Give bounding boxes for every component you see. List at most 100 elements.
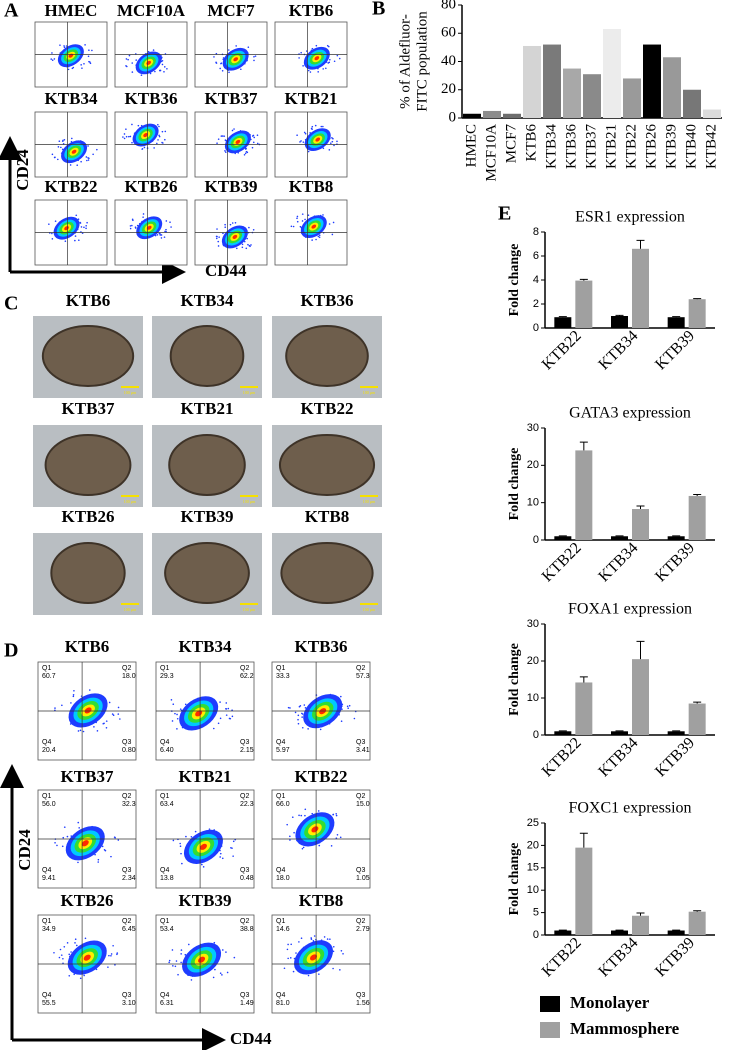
scatter-dot xyxy=(194,830,197,833)
scatter-dot xyxy=(302,141,305,143)
image-title: KTB39 xyxy=(181,507,234,526)
bar xyxy=(603,29,621,119)
y-tick-label: 4 xyxy=(533,274,539,286)
scatter-dot xyxy=(105,720,108,722)
bar xyxy=(611,930,628,935)
scatter-dot xyxy=(80,160,82,163)
scatter-dot xyxy=(143,146,146,149)
scatter-dot xyxy=(231,709,233,712)
scatter-dot xyxy=(158,134,160,137)
error-bar xyxy=(636,239,645,249)
error-bar xyxy=(579,832,588,848)
bar xyxy=(611,731,628,735)
scatter-dot xyxy=(296,215,299,218)
density xyxy=(232,234,238,239)
x-tick-label: KTB34 xyxy=(543,124,559,170)
scatter-dot xyxy=(180,852,182,855)
scatter-dot xyxy=(57,146,60,148)
image-title: KTB26 xyxy=(62,507,115,526)
scatter-dot xyxy=(58,140,61,142)
bar xyxy=(632,509,649,540)
error-bar xyxy=(693,701,702,704)
scatter-dot xyxy=(221,949,224,951)
plot-title: KTB8 xyxy=(289,177,333,196)
scatter-dot xyxy=(88,49,90,51)
scatter-dot xyxy=(66,835,69,838)
quadrant-name: Q3 xyxy=(356,739,365,746)
scatter-dot xyxy=(300,140,302,142)
scatter-dot xyxy=(122,136,124,138)
scatter-dot xyxy=(247,243,249,246)
scatter-dot xyxy=(163,70,165,73)
scatter-dot xyxy=(83,974,85,977)
quadrant-value: 14.6 xyxy=(276,926,290,933)
scatter-dot xyxy=(331,233,334,236)
scatter-dot xyxy=(72,66,75,69)
scatter-dot xyxy=(86,159,88,162)
scatter-dot xyxy=(70,702,72,704)
scatter-dot xyxy=(332,221,335,224)
scatter-dot xyxy=(247,46,250,49)
quadrant-value: 6.40 xyxy=(160,747,174,754)
density xyxy=(309,954,318,961)
legend-swatch xyxy=(540,1022,560,1038)
scatter-dot xyxy=(307,974,310,977)
scatter-dot xyxy=(315,44,318,47)
scatter-dot xyxy=(51,59,54,62)
quadrant-value: 1.05 xyxy=(356,875,370,882)
scatter-dot xyxy=(93,726,95,728)
scatter-dot xyxy=(158,125,160,128)
scatter-dot xyxy=(233,956,236,959)
quadrant-value: 13.8 xyxy=(160,875,174,882)
scatter-dot xyxy=(110,955,112,957)
scatter-dot xyxy=(287,706,290,709)
quadrant-name: Q2 xyxy=(240,918,249,925)
y-axis-title: FITC population xyxy=(414,11,430,112)
quadrant-name: Q2 xyxy=(240,665,249,672)
scatter-dot xyxy=(48,223,50,225)
scatter-dot xyxy=(72,695,75,698)
scatter-dot xyxy=(87,145,89,147)
scatter-dot xyxy=(74,239,76,242)
scatter-dot xyxy=(297,714,300,717)
scatter-dot xyxy=(297,722,300,725)
scatter-dot xyxy=(219,972,222,974)
plot-title: KTB36 xyxy=(295,637,348,656)
quadrant-value: 2.34 xyxy=(122,875,136,882)
scatter-dot xyxy=(215,52,218,55)
scatter-dot xyxy=(73,689,75,692)
scatter-dot xyxy=(289,835,291,838)
scatter-dot xyxy=(304,218,306,221)
scatter-dot xyxy=(218,236,220,238)
y-axis-title: Fold change xyxy=(507,643,522,716)
scatter-dot xyxy=(230,846,232,849)
scatter-dot xyxy=(307,214,310,217)
mammosphere xyxy=(41,325,135,387)
scatter-dot xyxy=(322,214,324,216)
y-tick-label: 6 xyxy=(533,250,539,262)
scatter-dot xyxy=(221,857,224,860)
scatter-dot xyxy=(129,225,132,227)
quadrant-name: Q4 xyxy=(160,739,169,746)
quadrant-value: 5.97 xyxy=(276,747,290,754)
scatter-dot xyxy=(70,137,73,140)
bar xyxy=(643,44,661,118)
scatter-dot xyxy=(125,58,128,60)
plot-title: KTB26 xyxy=(61,891,114,910)
scatter-dot xyxy=(332,945,335,948)
scatter-dot xyxy=(78,239,80,242)
scatter-dot xyxy=(56,844,58,847)
scatter-dot xyxy=(340,695,342,698)
scatter-dot xyxy=(292,225,295,228)
quadrant-name: Q2 xyxy=(356,793,365,800)
scatter-dot xyxy=(94,853,96,856)
y-tick-label: 15 xyxy=(527,862,539,874)
scatter-dot xyxy=(125,135,128,138)
scatter-dot xyxy=(298,814,300,817)
scatter-dot xyxy=(311,239,313,241)
error-bar xyxy=(579,676,588,683)
y-axis-title: Fold change xyxy=(507,244,522,317)
scatter-dot xyxy=(131,224,133,227)
scatter-dot xyxy=(142,216,144,218)
